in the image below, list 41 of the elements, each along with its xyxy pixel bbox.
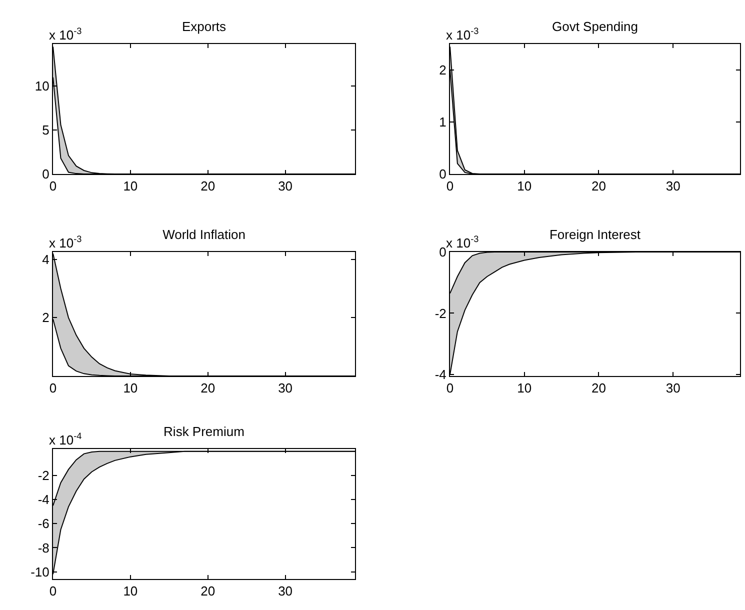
y-tick-label: 0	[439, 166, 446, 182]
text: x 10$^{-4}$	[49, 431, 82, 448]
x-tick-label: 20	[200, 178, 216, 194]
chart-title: Foreign Interest	[549, 227, 641, 242]
x-tick-label: 20	[591, 178, 606, 194]
chart-title: World Inflation	[162, 227, 246, 242]
x-tick-label: 10	[517, 178, 532, 194]
y-tick-label: -6	[38, 516, 50, 532]
x-tick-label: 20	[200, 380, 216, 396]
x-tick-label: 30	[278, 178, 293, 194]
y-tick-label: 0	[42, 166, 50, 182]
x-tick-label: 10	[123, 584, 138, 599]
y-tick-label: -10	[30, 564, 50, 580]
text: x 10$^{-3}$	[49, 234, 82, 250]
x-tick-label: 30	[666, 380, 680, 396]
chart-title: Exports	[182, 19, 227, 34]
y-tick-label: -2	[434, 306, 446, 321]
x-tick-label: 10	[123, 380, 138, 396]
x-tick-label: 30	[278, 584, 293, 599]
y-tick-label: 2	[439, 62, 446, 78]
chart-title: Risk Premium	[164, 424, 244, 440]
text: x 10$^{-3}$	[446, 234, 479, 250]
y-tick-label: 2	[42, 310, 50, 326]
x-tick-label: 30	[666, 178, 680, 194]
x-tick-label: 20	[200, 584, 216, 599]
y-tick-label: 1	[439, 114, 446, 130]
y-tick-label: 10	[34, 78, 50, 94]
y-tick-label: -8	[38, 540, 50, 556]
y-tick-label: -4	[38, 492, 50, 508]
x-tick-label: 30	[278, 380, 293, 396]
x-tick-label: 10	[517, 380, 532, 396]
text: x 10$^{-3}$	[446, 26, 479, 42]
y-tick-label: -4	[434, 367, 446, 382]
y-tick-label: -2	[38, 468, 50, 484]
x-tick-label: 20	[591, 380, 606, 396]
x-tick-label: 10	[123, 178, 138, 194]
chart-title: Govt Spending	[552, 19, 638, 34]
y-tick-label: 5	[42, 122, 50, 138]
y-tick-label: 4	[42, 252, 50, 267]
text: x 10$^{-3}$	[49, 26, 82, 42]
y-tick-label: 0	[439, 244, 446, 260]
